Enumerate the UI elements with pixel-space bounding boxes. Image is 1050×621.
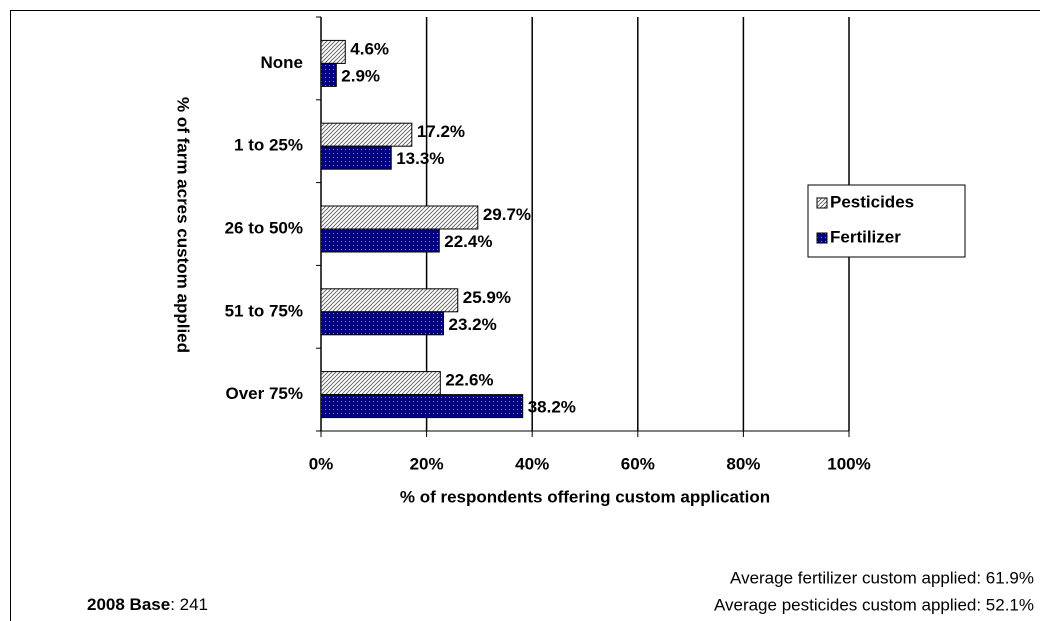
y-tick-label: 26 to 50% <box>225 218 303 237</box>
value-label: 4.6% <box>350 39 389 58</box>
bar <box>320 145 392 170</box>
bar <box>320 288 459 313</box>
x-tick-label: 80% <box>726 454 760 473</box>
legend-swatch <box>816 197 828 209</box>
bar <box>320 39 346 64</box>
base-label: 2008 Base <box>87 595 170 614</box>
legend-swatch <box>816 232 828 244</box>
y-tick-label: 1 to 25% <box>234 136 303 155</box>
y-tick-label: None <box>261 53 304 72</box>
legend-label: Fertilizer <box>830 227 901 246</box>
y-tick-label: Over 75% <box>226 384 304 403</box>
base-value: : 241 <box>170 595 208 614</box>
bar <box>320 228 440 253</box>
value-label: 2.9% <box>341 66 380 85</box>
value-label: 23.2% <box>448 315 496 334</box>
bar <box>320 311 444 336</box>
avg-fertilizer-note: Average fertilizer custom applied: 61.9% <box>730 568 1034 587</box>
base-note: 2008 Base: 241 <box>87 595 208 614</box>
y-tick-label: 51 to 75% <box>225 301 303 320</box>
value-label: 25.9% <box>463 288 511 307</box>
legend-box <box>807 184 966 258</box>
value-label: 22.6% <box>445 371 493 390</box>
x-tick-label: 20% <box>410 454 444 473</box>
y-axis-label: % of farm acres custom applied <box>174 97 193 353</box>
bar <box>320 394 524 419</box>
x-tick-label: 100% <box>827 454 870 473</box>
value-label: 17.2% <box>417 122 465 141</box>
legend-label: Pesticides <box>830 192 914 211</box>
value-label: 13.3% <box>396 149 444 168</box>
x-tick-label: 0% <box>309 454 334 473</box>
bar <box>320 122 413 147</box>
value-label: 29.7% <box>483 205 531 224</box>
bar <box>320 205 479 230</box>
x-tick-label: 40% <box>515 454 549 473</box>
value-label: 22.4% <box>444 232 492 251</box>
bar <box>320 371 441 396</box>
frame <box>10 10 1040 621</box>
value-label: 38.2% <box>528 398 576 417</box>
x-tick-label: 60% <box>621 454 655 473</box>
x-axis-label: % of respondents offering custom applica… <box>400 487 770 506</box>
bar <box>320 62 337 87</box>
avg-pesticides-note: Average pesticides custom applied: 52.1% <box>714 595 1034 614</box>
